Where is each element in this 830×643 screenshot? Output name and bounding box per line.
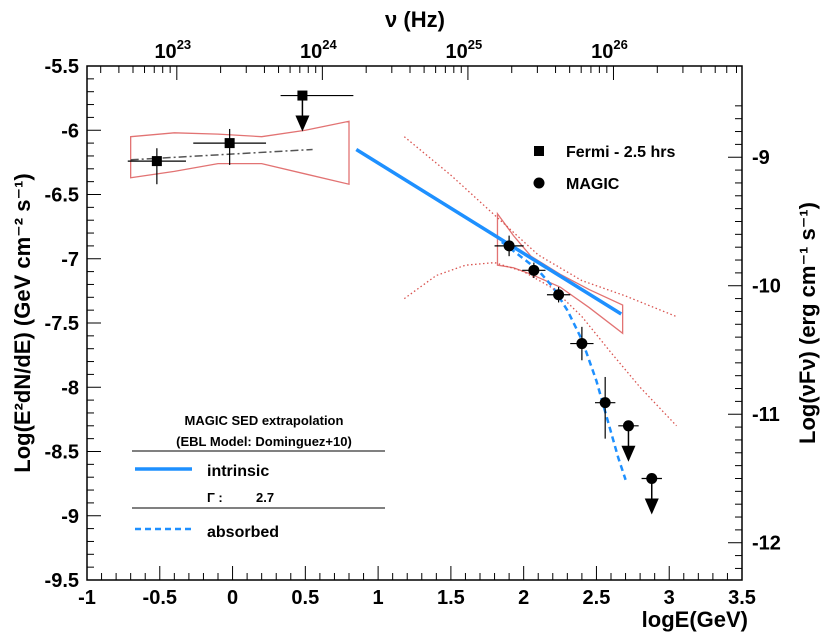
absorbed-label: absorbed xyxy=(207,524,279,541)
magic-point xyxy=(528,264,540,276)
legend-circle-marker xyxy=(533,177,545,189)
y-tick-label: -8.5 xyxy=(45,442,79,464)
top-tick-exponent: 26 xyxy=(613,37,627,52)
x-tick-label: 0 xyxy=(227,587,238,609)
right-tick-label: -9 xyxy=(752,147,770,169)
fermi-ul-arrowhead xyxy=(295,115,310,132)
fermi-point xyxy=(151,156,162,167)
axes-group: -1 -0.5 0 0.5 1 1.5 2 2.5 3 3.5 -5.5 -6 -6.5 -7 -7.5 -8… xyxy=(45,37,781,609)
magic-point xyxy=(576,338,588,350)
fermi-upper-limit xyxy=(297,90,308,101)
y-tick-label: -5.5 xyxy=(45,56,79,78)
magic-point xyxy=(553,289,565,301)
top-tick-base: 10 xyxy=(591,41,613,63)
magic-point xyxy=(503,240,515,252)
y-tick-label: -7 xyxy=(61,249,79,271)
top-tick-label: 1026 xyxy=(591,37,628,63)
x-tick-label: -0.5 xyxy=(143,587,177,609)
y-tick-label: -8 xyxy=(61,377,79,399)
magic-upper-limit xyxy=(646,472,658,484)
data-points-group xyxy=(127,90,662,515)
top-tick-label: 1025 xyxy=(446,37,483,63)
y-tick-label: -9 xyxy=(61,506,79,528)
y-tick-label: -7.5 xyxy=(45,313,79,335)
right-tick-label: -10 xyxy=(752,276,781,298)
fermi-fit-curve xyxy=(130,148,313,161)
magic-ul-arrowhead xyxy=(644,498,659,515)
x-tick-label: 1 xyxy=(373,587,384,609)
top-tick-label: 1024 xyxy=(300,37,337,63)
top-tick-base: 10 xyxy=(154,41,176,63)
x-tick-label: -1 xyxy=(78,587,96,609)
legend-fermi-label: Fermi - 2.5 hrs xyxy=(566,144,675,161)
extrapolation-upper-curve xyxy=(403,136,677,318)
top-tick-base: 10 xyxy=(300,41,322,63)
magic-upper-limit xyxy=(622,420,634,432)
magic-point xyxy=(599,397,611,409)
top-tick-exponent: 23 xyxy=(177,37,191,52)
extrapolation-lower-curve xyxy=(403,261,677,427)
top-tick-exponent: 25 xyxy=(468,37,482,52)
legend-magic-label: MAGIC xyxy=(566,176,620,193)
y-tick-label: -9.5 xyxy=(45,570,79,592)
y-axis-title: Log(E²dN/dE) (GeV cm⁻² s⁻¹) xyxy=(10,173,35,472)
info-box-subtitle: (EBL Model: Dominguez+10) xyxy=(176,434,352,449)
magic-ul-arrowhead xyxy=(621,445,636,462)
x-axis-title: logE(GeV) xyxy=(642,607,748,632)
y-tick-label: -6 xyxy=(61,120,79,142)
x-tick-label: 2.5 xyxy=(583,587,611,609)
x-tick-label: 2 xyxy=(518,587,529,609)
magic-butterfly xyxy=(496,211,624,335)
x-tick-label: 1.5 xyxy=(437,587,465,609)
intrinsic-curve xyxy=(355,148,623,316)
info-box: MAGIC SED extrapolation (EBL Model: Domi… xyxy=(132,413,385,541)
curves-group xyxy=(130,136,677,481)
right-axis-title: Log(νFν) (erg cm⁻¹ s⁻¹) xyxy=(795,202,820,444)
top-tick-label: 1023 xyxy=(154,37,191,63)
top-tick-exponent: 24 xyxy=(322,37,337,52)
x-tick-label: 3.5 xyxy=(728,587,756,609)
y-tick-label: -6.5 xyxy=(45,185,79,207)
x-tick-label: 3 xyxy=(664,587,675,609)
top-tick-base: 10 xyxy=(446,41,468,63)
fermi-butterfly xyxy=(130,120,350,186)
gamma-label: Γ : xyxy=(207,490,223,505)
legend: Fermi - 2.5 hrs MAGIC xyxy=(533,144,675,193)
fermi-point xyxy=(224,138,235,149)
right-tick-label: -11 xyxy=(752,404,780,426)
intrinsic-label: intrinsic xyxy=(207,463,269,480)
right-tick-label: -12 xyxy=(752,533,781,555)
legend-square-marker xyxy=(534,146,544,156)
top-axis-title: ν (Hz) xyxy=(385,7,445,32)
butterflies-group xyxy=(130,120,624,335)
x-tick-label: 0.5 xyxy=(291,587,319,609)
absorbed-curve xyxy=(501,241,627,481)
info-box-title: MAGIC SED extrapolation xyxy=(185,413,344,428)
gamma-value: 2.7 xyxy=(256,490,274,505)
